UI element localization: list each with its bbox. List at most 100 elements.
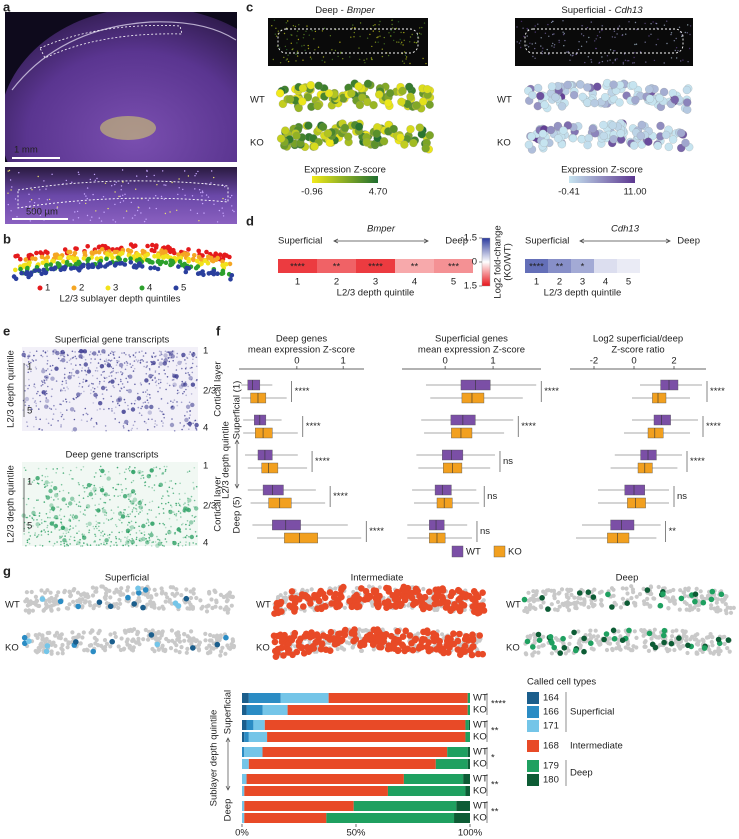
cell-dot: [528, 46, 529, 47]
cell: [99, 644, 103, 648]
cell-dot: [634, 62, 635, 63]
cell: [103, 638, 107, 642]
cell-dot: [13, 254, 18, 259]
transcript-dot: [78, 482, 80, 484]
cell-dot: [230, 273, 235, 278]
cell-dot: [303, 34, 304, 35]
transcript-dot: [52, 352, 54, 354]
cell-dot: [146, 176, 147, 177]
transcript-dot: [128, 516, 130, 518]
cell: [335, 603, 342, 610]
cell-dot: [200, 192, 201, 193]
significance-label: ****: [369, 526, 384, 537]
cell-dot: [382, 56, 383, 57]
transcript-dot: [82, 367, 84, 369]
transcript-dot: [125, 468, 127, 470]
transcript-dot: [123, 494, 127, 498]
cell: [214, 600, 218, 604]
cell: [164, 592, 168, 596]
quintile-label: 5: [451, 277, 456, 288]
transcript-dot: [174, 399, 176, 401]
transcript-dot: [62, 414, 64, 416]
cell-dot: [33, 268, 38, 273]
transcript-dot: [154, 426, 156, 428]
transcript-dot: [70, 407, 74, 411]
transcript-dot: [159, 539, 161, 541]
transcript-dot: [144, 401, 146, 403]
cell: [29, 599, 33, 603]
cell: [541, 635, 545, 639]
axis-label: L2/3 depth quintile: [6, 350, 17, 428]
transcript-dot: [146, 373, 148, 375]
cell-dot: [324, 61, 325, 62]
direction-label: Deep: [677, 236, 700, 247]
transcript-dot: [63, 472, 65, 474]
cell-dot: [354, 32, 355, 33]
cell: [299, 84, 307, 92]
cell-dot: [287, 58, 288, 59]
transcript-dot: [191, 367, 193, 369]
transcript-dot: [191, 383, 195, 387]
cell: [581, 636, 587, 642]
cell: [594, 629, 598, 633]
cell: [351, 594, 358, 601]
axis-label: Superficial (1): [232, 381, 243, 440]
transcript-dot: [120, 541, 122, 543]
cell-dot: [99, 264, 104, 269]
cell: [205, 609, 209, 613]
transcript-dot: [175, 515, 177, 517]
transcript-dot: [37, 499, 39, 501]
transcript-dot: [163, 417, 165, 419]
transcript-dot: [49, 511, 51, 513]
transcript-dot: [112, 518, 114, 520]
cell-dot: [597, 35, 598, 36]
box: [625, 485, 645, 495]
cell-dot: [74, 211, 75, 212]
cell: [150, 647, 154, 651]
cell: [685, 608, 689, 612]
cell-dot: [650, 23, 651, 24]
transcript-dot: [172, 406, 174, 408]
cell: [549, 640, 555, 646]
cell: [356, 101, 364, 109]
cell: [131, 601, 137, 607]
transcript-dot: [33, 355, 35, 357]
cell: [534, 102, 542, 110]
transcript-dot: [158, 383, 160, 385]
transcript-dot: [134, 368, 136, 370]
cell: [407, 632, 414, 639]
cell-dot: [31, 189, 32, 190]
transcript-dot: [87, 544, 89, 546]
cell-dot: [221, 269, 226, 274]
cell-dot: [103, 212, 104, 213]
cell-dot: [587, 27, 588, 28]
cell: [536, 92, 544, 100]
cell-dot: [186, 252, 191, 257]
transcript-dot: [70, 536, 72, 538]
transcript-dot: [118, 532, 120, 534]
transcript-dot: [60, 412, 62, 414]
box: [263, 485, 283, 495]
cell: [556, 600, 560, 604]
transcript-dot: [135, 400, 137, 402]
cell-dot: [292, 48, 293, 49]
transcript-dot: [27, 542, 29, 544]
transcript-dot: [66, 382, 68, 384]
transcript-dot: [155, 420, 157, 422]
transcript-dot: [41, 534, 43, 536]
cell-dot: [169, 211, 170, 212]
transcript-dot: [54, 528, 56, 530]
transcript-dot: [133, 498, 137, 502]
transcript-dot: [120, 379, 122, 381]
transcript-dot: [110, 353, 112, 355]
transcript-dot: [133, 370, 135, 372]
transcript-dot: [78, 377, 80, 379]
cell-dot: [148, 200, 149, 201]
cell: [138, 599, 142, 603]
transcript-dot: [83, 487, 85, 489]
box: [442, 450, 463, 460]
transcript-dot: [70, 514, 72, 516]
cell-dot: [545, 33, 546, 34]
cell-dot: [51, 174, 52, 175]
cell-dot: [309, 35, 310, 36]
